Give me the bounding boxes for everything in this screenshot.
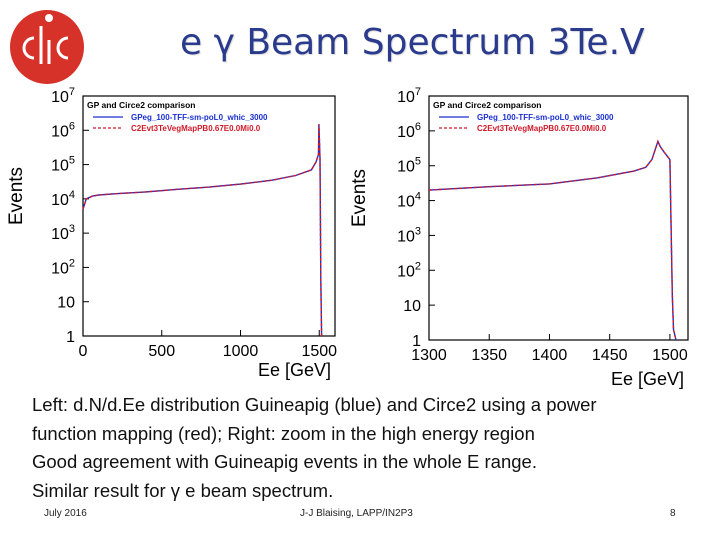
series-line-2 xyxy=(82,124,323,337)
caption-line-1: Left: d.N/d.Ee distribution Guineapig (b… xyxy=(32,394,597,415)
logo-circle xyxy=(10,10,84,84)
clic-logo xyxy=(10,10,84,84)
x-tick-label: 1500 xyxy=(652,347,688,364)
legend-entry: C2Evt3TeVegMapPB0.67E0.0Mi0.0 xyxy=(131,124,261,133)
y-axis-label: Events xyxy=(6,167,27,225)
x-tick-label: 1300 xyxy=(411,347,447,364)
y-tick-label: 103 xyxy=(51,223,75,243)
legend-title: GP and Circe2 comparison xyxy=(87,100,196,110)
y-tick-label: 10 xyxy=(57,295,75,312)
y-tick-label: 1 xyxy=(66,329,75,346)
y-tick-label: 105 xyxy=(51,155,75,175)
x-axis-label: Ee [GeV] xyxy=(258,360,331,380)
y-tick-label: 104 xyxy=(397,191,421,211)
x-tick-label: 1450 xyxy=(592,347,628,364)
x-tick-label: 1000 xyxy=(223,343,259,360)
legend-entry: GPeg_100-TFF-sm-poL0_whic_3000 xyxy=(131,113,268,122)
plot-frame xyxy=(428,95,689,341)
y-axis-label: Events xyxy=(349,169,370,227)
legend-entry: C2Evt3TeVegMapPB0.67E0.0Mi0.0 xyxy=(477,124,607,133)
logo-letters xyxy=(22,26,69,64)
right-zoom-chart: 1 10 102 103 104 105 106 107 1300 1350 1400 1450 150… xyxy=(349,86,689,389)
x-tick-label: 1400 xyxy=(532,347,568,364)
slide-title: e γ Beam Spectrum 3Te.V xyxy=(180,22,645,63)
caption-line-3: Good agreement with Guineapig events in … xyxy=(32,451,537,472)
x-axis-label: Ee [GeV] xyxy=(611,369,684,389)
left-spectrum-chart: 1 10 102 103 104 105 106 107 0 500 1000 1500 Events E… xyxy=(6,86,337,380)
caption-line-2: function mapping (red); Right: zoom in t… xyxy=(32,423,535,444)
x-tick-label: 500 xyxy=(148,343,175,360)
legend-title: GP and Circe2 comparison xyxy=(433,100,542,110)
y-tick-label: 102 xyxy=(51,257,75,277)
x-tick-label: 1350 xyxy=(471,347,507,364)
y-tick-label: 104 xyxy=(51,189,75,209)
footer-date: July 2016 xyxy=(44,508,87,519)
caption-line-4: Similar result for γ e beam spectrum. xyxy=(32,480,334,501)
y-tick-label: 1 xyxy=(412,333,421,350)
y-tick-label: 107 xyxy=(51,86,75,106)
y-tick-label: 106 xyxy=(397,121,421,141)
y-tick-label: 105 xyxy=(397,156,421,176)
logo-dot xyxy=(45,14,53,22)
plot-frame xyxy=(82,95,336,337)
x-tick-label: 0 xyxy=(79,343,88,360)
footer-page-number: 8 xyxy=(670,508,676,519)
y-tick-label: 10 xyxy=(403,298,421,315)
y-tick-label: 102 xyxy=(397,260,421,280)
y-tick-label: 106 xyxy=(51,120,75,140)
y-tick-label: 103 xyxy=(397,225,421,245)
legend-entry: GPeg_100-TFF-sm-poL0_whic_3000 xyxy=(477,113,614,122)
x-tick-label: 1500 xyxy=(301,343,337,360)
footer-author: J-J Blaising, LAPP/IN2P3 xyxy=(300,508,413,519)
y-tick-label: 107 xyxy=(397,86,421,106)
series-line-2 xyxy=(428,139,677,341)
